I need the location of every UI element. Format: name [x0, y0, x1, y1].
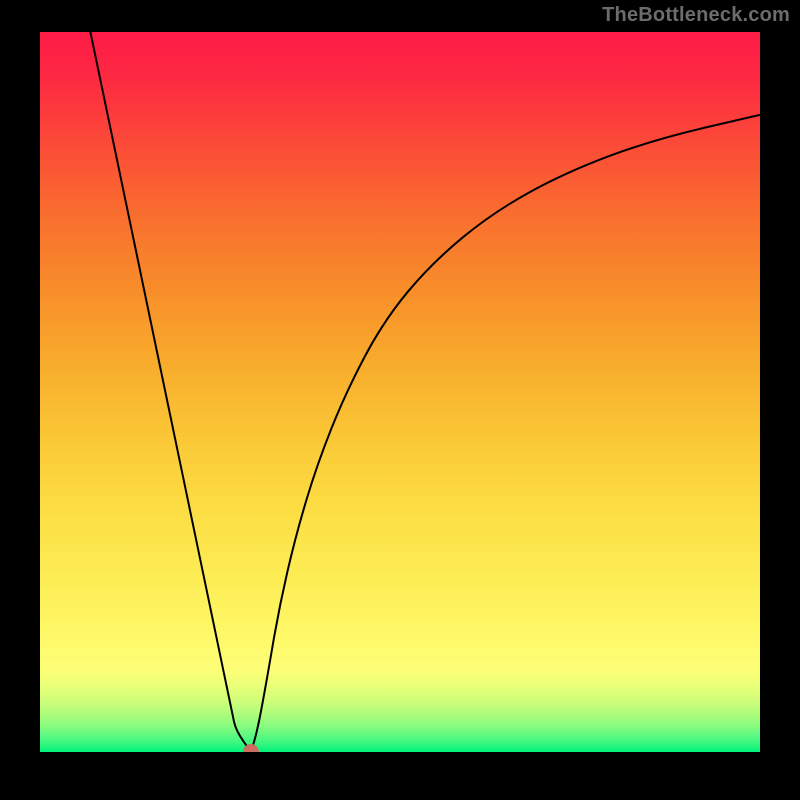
chart-plot-area [40, 32, 760, 752]
curve-path [90, 32, 760, 752]
page-root: TheBottleneck.com [0, 0, 800, 800]
chart-curve [40, 32, 760, 752]
attribution-text: TheBottleneck.com [602, 4, 790, 27]
